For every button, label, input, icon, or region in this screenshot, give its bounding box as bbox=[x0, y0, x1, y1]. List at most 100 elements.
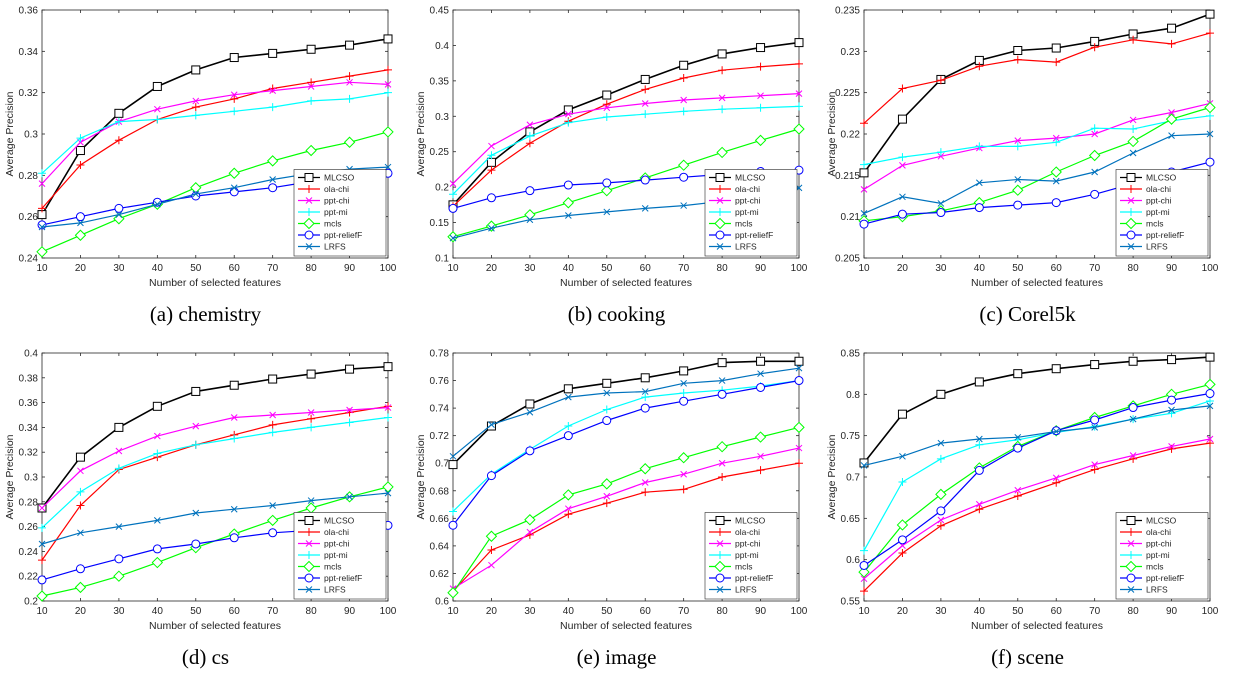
legend-label: LRFS bbox=[735, 585, 757, 595]
y-tick-label: 0.45 bbox=[430, 6, 450, 17]
legend-marker bbox=[716, 574, 724, 582]
y-tick-label: 0.74 bbox=[430, 404, 450, 415]
data-point bbox=[680, 61, 688, 69]
y-tick-label: 0.4 bbox=[435, 41, 449, 52]
data-point bbox=[1014, 370, 1022, 378]
data-point bbox=[680, 397, 688, 405]
x-tick-label: 40 bbox=[974, 263, 986, 274]
x-tick-label: 10 bbox=[36, 606, 48, 617]
y-tick-label: 0.4 bbox=[24, 349, 38, 360]
chart-caption: (d) cs bbox=[0, 645, 411, 670]
legend-label: ppt-mi bbox=[735, 550, 759, 560]
data-point bbox=[898, 115, 906, 123]
y-tick-label: 0.22 bbox=[19, 572, 39, 583]
data-point bbox=[230, 188, 238, 196]
data-point bbox=[795, 377, 803, 385]
chart-caption: (c) Corel5k bbox=[822, 302, 1233, 327]
data-point bbox=[192, 540, 200, 548]
y-tick-label: 0.225 bbox=[835, 88, 860, 99]
data-point bbox=[1206, 353, 1214, 361]
y-tick-label: 0.64 bbox=[430, 541, 450, 552]
line-chart: 10 20 30 40 50 60 70 80 90 1000.20.220.240.260.28… bbox=[0, 343, 411, 643]
data-point bbox=[1052, 365, 1060, 373]
legend-label: ppt-reliefF bbox=[1146, 230, 1184, 240]
y-tick-label: 0.3 bbox=[24, 473, 38, 484]
legend: MLCSOola-chippt-chippt-mimclsppt-reliefF… bbox=[1116, 513, 1208, 600]
x-tick-label: 50 bbox=[601, 263, 613, 274]
legend-marker bbox=[1127, 231, 1135, 239]
y-tick-label: 0.24 bbox=[19, 254, 39, 265]
line-chart: 10 20 30 40 50 60 70 80 90 1000.10.150.20.250.30.… bbox=[411, 0, 822, 300]
data-point bbox=[153, 545, 161, 553]
legend-label: mcls bbox=[1146, 219, 1163, 229]
data-point bbox=[641, 404, 649, 412]
y-tick-label: 0.38 bbox=[19, 373, 39, 384]
data-point bbox=[115, 423, 123, 431]
data-point bbox=[795, 39, 803, 47]
x-tick-label: 60 bbox=[640, 606, 652, 617]
data-point bbox=[153, 402, 161, 410]
x-tick-label: 60 bbox=[1051, 263, 1063, 274]
data-point bbox=[1014, 444, 1022, 452]
y-tick-label: 0.3 bbox=[24, 130, 38, 141]
x-tick-label: 40 bbox=[563, 606, 575, 617]
data-point bbox=[1206, 10, 1214, 18]
x-tick-label: 70 bbox=[1089, 606, 1101, 617]
data-point bbox=[449, 521, 457, 529]
legend-marker bbox=[305, 517, 313, 525]
legend-label: ppt-chi bbox=[1146, 539, 1172, 549]
data-point bbox=[975, 378, 983, 386]
data-point bbox=[718, 50, 726, 58]
y-tick-label: 0.26 bbox=[19, 522, 39, 533]
chart-caption: (a) chemistry bbox=[0, 302, 411, 327]
data-point bbox=[564, 181, 572, 189]
data-point bbox=[975, 466, 983, 474]
data-point bbox=[76, 213, 84, 221]
legend-label: LRFS bbox=[735, 242, 757, 252]
data-point bbox=[564, 106, 572, 114]
data-point bbox=[1129, 357, 1137, 365]
x-tick-label: 100 bbox=[791, 606, 808, 617]
y-tick-label: 0.24 bbox=[19, 547, 39, 558]
legend-label: ppt-chi bbox=[1146, 196, 1172, 206]
y-tick-label: 0.3 bbox=[435, 112, 449, 123]
x-tick-label: 70 bbox=[267, 263, 279, 274]
x-tick-label: 50 bbox=[1012, 606, 1024, 617]
data-point bbox=[346, 41, 354, 49]
legend-label: ola-chi bbox=[324, 527, 349, 537]
legend-label: ppt-reliefF bbox=[735, 573, 773, 583]
x-tick-label: 80 bbox=[717, 263, 729, 274]
x-tick-label: 20 bbox=[75, 263, 87, 274]
x-tick-label: 80 bbox=[306, 263, 318, 274]
x-tick-label: 30 bbox=[935, 263, 947, 274]
y-tick-label: 0.15 bbox=[430, 218, 450, 229]
x-tick-label: 70 bbox=[267, 606, 279, 617]
legend-label: LRFS bbox=[324, 585, 346, 595]
data-point bbox=[307, 370, 315, 378]
line-chart: 10 20 30 40 50 60 70 80 90 1000.550.60.650.70.750… bbox=[822, 343, 1233, 643]
chart-caption: (e) image bbox=[411, 645, 822, 670]
y-tick-label: 0.205 bbox=[835, 254, 860, 265]
data-point bbox=[898, 536, 906, 544]
data-point bbox=[526, 400, 534, 408]
y-tick-label: 0.62 bbox=[430, 569, 450, 580]
data-point bbox=[898, 410, 906, 418]
legend-label: ppt-chi bbox=[324, 539, 350, 549]
x-tick-label: 80 bbox=[306, 606, 318, 617]
data-point bbox=[937, 390, 945, 398]
data-point bbox=[1052, 44, 1060, 52]
x-tick-label: 30 bbox=[113, 263, 125, 274]
chart-panel: 10 20 30 40 50 60 70 80 90 100 0.2 0.22 0.24 0.26 0.28… bbox=[0, 343, 411, 686]
x-tick-label: 20 bbox=[897, 263, 909, 274]
legend-label: ola-chi bbox=[1146, 527, 1171, 537]
legend-marker bbox=[716, 174, 724, 182]
legend-label: LRFS bbox=[324, 242, 346, 252]
data-point bbox=[718, 359, 726, 367]
legend-label: MLCSO bbox=[1146, 173, 1177, 183]
y-tick-label: 0.7 bbox=[846, 473, 860, 484]
x-tick-label: 100 bbox=[380, 606, 397, 617]
x-tick-label: 60 bbox=[1051, 606, 1063, 617]
y-tick-label: 0.7 bbox=[435, 459, 449, 470]
x-tick-label: 50 bbox=[601, 606, 613, 617]
legend-label: mcls bbox=[324, 562, 341, 572]
